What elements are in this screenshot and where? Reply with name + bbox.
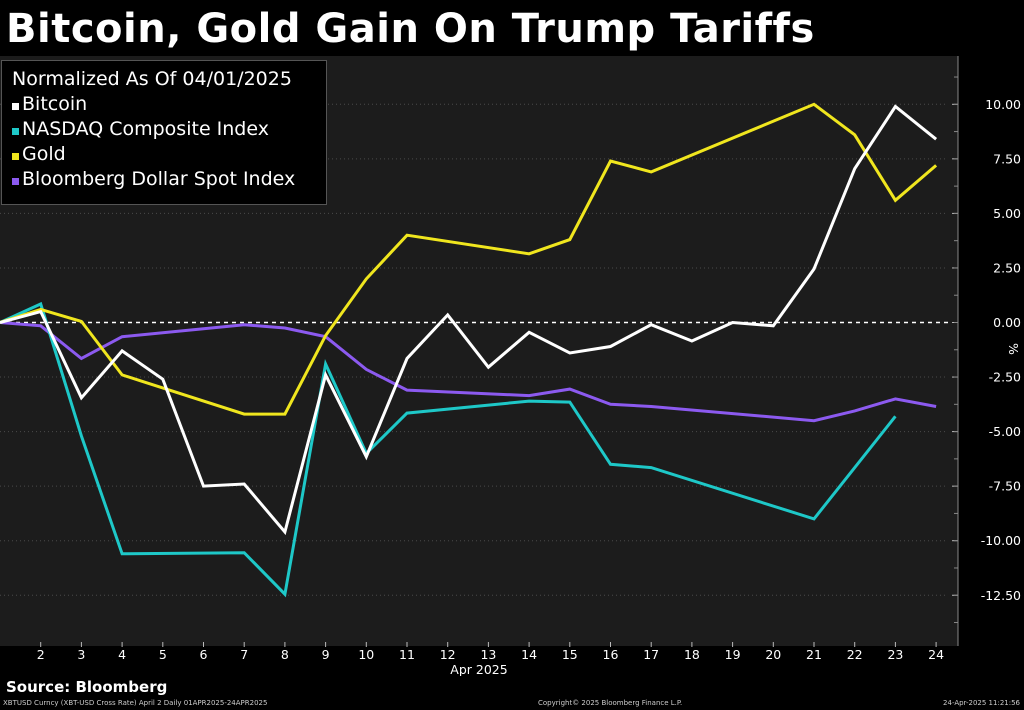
footer-ticker-info: XBTUSD Curncy (XBT-USD Cross Rate) April… bbox=[3, 699, 268, 707]
legend-item-dollar-index: Bloomberg Dollar Spot Index bbox=[12, 167, 316, 192]
x-tick-label: 5 bbox=[159, 647, 167, 662]
legend-label-bitcoin: Bitcoin bbox=[22, 93, 88, 115]
y-tick-label: 2.50 bbox=[993, 260, 1021, 275]
grid-lines bbox=[0, 103, 948, 596]
chart-title: Bitcoin, Gold Gain On Trump Tariffs bbox=[6, 6, 815, 52]
y-tick-label: -12.50 bbox=[981, 588, 1021, 603]
x-tick-label: 24 bbox=[928, 647, 944, 662]
x-tick-label: 10 bbox=[358, 647, 374, 662]
legend: Normalized As Of 04/01/2025 Bitcoin NASD… bbox=[1, 60, 327, 205]
footer-copyright: Copyright© 2025 Bloomberg Finance L.P. bbox=[538, 699, 683, 707]
x-tick-label: 22 bbox=[847, 647, 863, 662]
x-tick-label: 13 bbox=[480, 647, 496, 662]
x-axis-label: Apr 2025 bbox=[450, 662, 507, 676]
legend-label-nasdaq: NASDAQ Composite Index bbox=[22, 118, 269, 140]
footer-timestamp: 24-Apr-2025 11:21:56 bbox=[943, 699, 1020, 707]
legend-item-nasdaq: NASDAQ Composite Index bbox=[12, 117, 316, 142]
dollar-index-line bbox=[0, 321, 937, 423]
x-tick-label: 21 bbox=[806, 647, 822, 662]
x-tick-label: 3 bbox=[77, 647, 85, 662]
y-tick-label: -7.50 bbox=[989, 479, 1021, 494]
x-tick-label: 20 bbox=[765, 647, 781, 662]
legend-item-gold: Gold bbox=[12, 142, 316, 167]
y-tick-label: -2.50 bbox=[989, 370, 1021, 385]
y-tick-label: 10.00 bbox=[985, 97, 1021, 112]
legend-swatch-dollar-index bbox=[12, 178, 19, 185]
x-tick-label: 2 bbox=[37, 647, 45, 662]
series-lines bbox=[0, 102, 938, 598]
legend-item-bitcoin: Bitcoin bbox=[12, 92, 316, 117]
x-tick-label: 8 bbox=[281, 647, 289, 662]
x-tick-label: 11 bbox=[399, 647, 415, 662]
legend-heading: Normalized As Of 04/01/2025 bbox=[12, 68, 292, 90]
y-tick-label: 5.00 bbox=[993, 206, 1021, 221]
x-tick-label: 9 bbox=[322, 647, 330, 662]
x-tick-label: 19 bbox=[725, 647, 741, 662]
legend-swatch-bitcoin bbox=[12, 103, 19, 110]
x-tick-label: 7 bbox=[240, 647, 248, 662]
x-tick-label: 16 bbox=[603, 647, 619, 662]
legend-label-dollar-index: Bloomberg Dollar Spot Index bbox=[22, 168, 296, 190]
legend-swatch-nasdaq bbox=[12, 128, 19, 135]
x-tick-label: 14 bbox=[521, 647, 537, 662]
y-tick-label: 0.00 bbox=[993, 315, 1021, 330]
y-tick-label: -5.00 bbox=[989, 424, 1021, 439]
x-tick-label: 17 bbox=[643, 647, 659, 662]
x-tick-label: 18 bbox=[684, 647, 700, 662]
x-tick-label: 6 bbox=[200, 647, 208, 662]
x-tick-label: 12 bbox=[440, 647, 456, 662]
legend-label-gold: Gold bbox=[22, 143, 66, 165]
y-axis: 10.00 7.50 5.00 2.50 0.00 -2.50 -5.00 -7.50 -10.… bbox=[952, 56, 1021, 646]
x-tick-label: 15 bbox=[562, 647, 578, 662]
y-tick-label: 7.50 bbox=[993, 151, 1021, 166]
source-note: Source: Bloomberg bbox=[6, 678, 168, 696]
x-tick-label: 23 bbox=[887, 647, 903, 662]
x-axis: 2 3 4 5 6 7 8 9 10 11 12 13 14 15 16 17 18 19 20 21 22 23 24Ap… bbox=[37, 642, 944, 676]
y-tick-label: -10.00 bbox=[981, 533, 1021, 548]
x-tick-label: 4 bbox=[118, 647, 126, 662]
gold-line bbox=[0, 102, 938, 416]
legend-swatch-gold bbox=[12, 153, 19, 160]
y-axis-label: % bbox=[1006, 343, 1021, 355]
bitcoin-line bbox=[0, 104, 938, 536]
